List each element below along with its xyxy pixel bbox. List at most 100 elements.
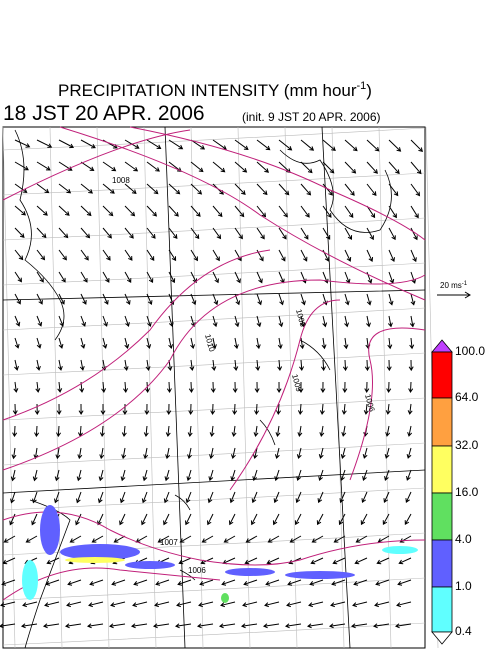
wind-arrow <box>208 469 214 482</box>
wind-arrow <box>321 337 327 350</box>
wind-arrow <box>410 271 417 284</box>
wind-arrow <box>265 579 280 586</box>
wind-arrow <box>168 227 178 239</box>
wind-arrow <box>386 381 392 393</box>
wind-arrow <box>387 315 393 328</box>
wind-arrow <box>141 513 148 526</box>
wind-arrow <box>201 535 214 543</box>
wind-arrow <box>102 161 117 172</box>
precip-area <box>225 568 275 576</box>
wind-arrow <box>146 271 154 284</box>
wind-arrow <box>31 513 38 526</box>
wind-arrow <box>36 205 48 216</box>
wind-arrow <box>332 557 346 565</box>
domain-boundaries <box>2 126 426 649</box>
wind-arrow <box>177 579 192 586</box>
wind-arrow <box>98 469 104 482</box>
colorbar-bin <box>431 351 453 399</box>
wind-arrow <box>36 227 47 239</box>
wind-arrow <box>352 601 368 608</box>
wind-arrow <box>366 139 380 152</box>
wind-arrow <box>384 447 390 459</box>
wind-arrow <box>298 381 304 393</box>
wind-arrow <box>297 425 303 437</box>
wind-arrow <box>355 535 368 543</box>
wind-arrow <box>58 227 69 239</box>
wind-arrow <box>55 447 61 460</box>
wind-arrow <box>179 535 192 543</box>
wind-arrow <box>11 447 17 460</box>
wind-arrow <box>344 227 353 240</box>
wind-arrow <box>122 403 128 415</box>
colorbar: 100.0 64.0 32.0 16.0 4.0 1.0 0.4 <box>431 339 485 645</box>
wind-arrow <box>273 491 280 504</box>
wind-arrow <box>123 381 129 393</box>
wind-arrow <box>350 623 368 629</box>
wind-arrow <box>212 249 220 262</box>
wind-arrow <box>146 315 152 328</box>
wind-arrow <box>14 337 20 349</box>
wind-arrow <box>306 623 324 629</box>
wind-arrow <box>174 623 192 629</box>
wind-arrow <box>342 359 348 372</box>
wind-arrow <box>108 623 126 629</box>
wind-arrow <box>294 513 302 526</box>
wind-arrow <box>406 469 412 481</box>
wind-arrow <box>102 205 114 217</box>
wind-arrow <box>300 161 313 174</box>
wind-arrow <box>256 183 268 196</box>
wind-arrow <box>89 579 104 586</box>
wind-arrow <box>234 205 245 218</box>
wind-arrow <box>14 271 22 283</box>
wind-arrow <box>388 161 400 175</box>
wind-arrow <box>408 359 414 372</box>
wind-arrow <box>190 183 203 195</box>
colorbar-bin <box>431 397 453 447</box>
wind-arrow <box>146 205 158 217</box>
wind-arrow <box>9 513 16 526</box>
wind-arrow <box>199 579 214 586</box>
wind-arrow <box>22 601 38 608</box>
wind-arrow <box>254 381 260 393</box>
wind-arrow <box>410 183 421 197</box>
wind-arrow <box>188 403 194 415</box>
wind-arrow <box>144 403 150 415</box>
wind-arrow <box>364 359 370 372</box>
wind-arrow <box>407 425 413 437</box>
wind-arrow <box>385 425 391 437</box>
wind-arrow <box>36 337 42 349</box>
wind-arrow <box>299 359 305 372</box>
wind-arrow <box>14 249 24 261</box>
vector-scale-text: 20 ms <box>440 281 462 290</box>
wind-arrow <box>58 293 65 305</box>
wind-arrow <box>146 139 162 149</box>
wind-arrow <box>97 513 104 526</box>
wind-arrow <box>233 337 239 350</box>
wind-arrow <box>409 315 415 328</box>
wind-arrow <box>168 139 184 150</box>
wind-arrow <box>344 205 354 218</box>
wind-arrow <box>297 403 303 415</box>
wind-arrow <box>277 359 283 372</box>
wind-arrow <box>190 315 196 328</box>
wind-arrow <box>206 513 214 526</box>
wind-arrow <box>385 403 391 415</box>
wind-arrow <box>121 425 127 438</box>
colorbar-label: 4.0 <box>455 532 472 546</box>
wind-arrow <box>168 337 174 350</box>
wind-arrow <box>35 381 41 393</box>
wind-arrow <box>212 205 223 218</box>
wind-arrow <box>102 271 110 283</box>
wind-arrow <box>212 337 217 350</box>
init-time: (init. 9 JST 20 APR. 2006) <box>242 110 381 124</box>
wind-arrow <box>234 139 249 151</box>
wind-arrow <box>234 315 240 328</box>
wind-arrow <box>274 447 280 460</box>
wind-arrow <box>376 557 390 565</box>
wind-arrow <box>211 359 217 372</box>
colorbar-bin <box>431 586 453 633</box>
wind-arrow <box>319 403 325 415</box>
colorbar-over <box>431 339 453 353</box>
wind-arrow <box>0 623 16 629</box>
